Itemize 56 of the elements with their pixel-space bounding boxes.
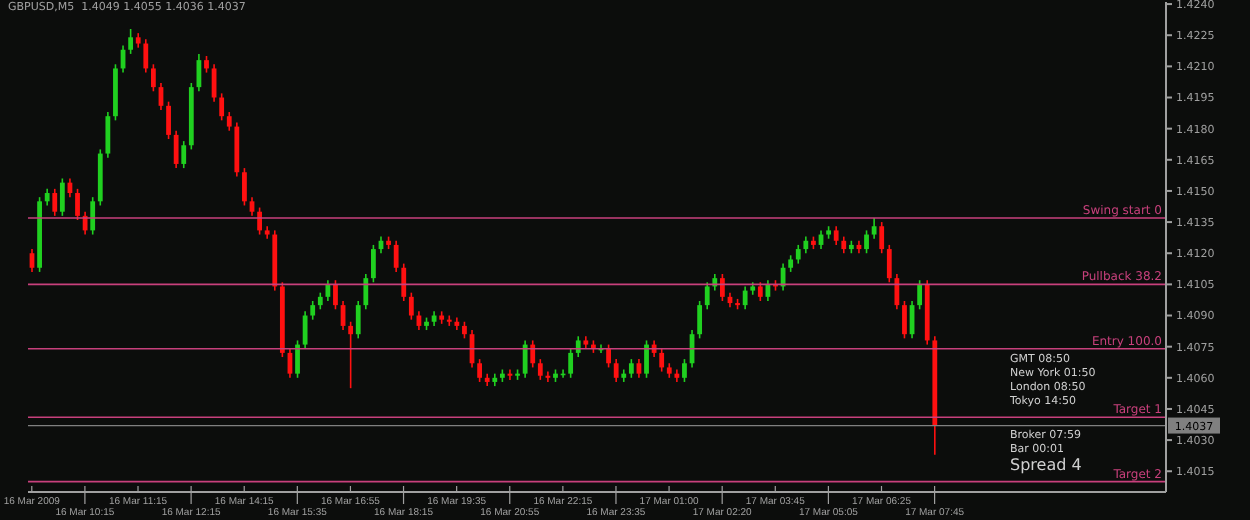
candlestick — [173, 129, 179, 169]
candlestick — [902, 300, 907, 340]
candlestick — [52, 188, 58, 217]
candlestick — [113, 63, 118, 122]
candlestick — [348, 320, 354, 389]
candlestick — [886, 244, 892, 284]
candlestick — [302, 310, 308, 350]
candlestick — [242, 167, 247, 207]
candlestick — [59, 177, 65, 217]
candlestick — [355, 300, 361, 340]
candlestick — [864, 229, 869, 255]
candlestick — [879, 221, 885, 255]
candlestick — [166, 100, 171, 140]
candlestick — [613, 358, 619, 383]
candlestick — [310, 300, 316, 321]
candlestick — [719, 273, 725, 302]
candlestick — [659, 347, 665, 373]
candlestick — [628, 358, 634, 379]
candlestick — [97, 148, 103, 207]
candlestick — [393, 239, 399, 273]
candlestick — [522, 339, 528, 379]
candlestick — [325, 279, 331, 302]
candlestick — [226, 111, 232, 132]
candlestick — [181, 140, 187, 169]
candlestick — [545, 370, 551, 383]
annotation: Spread 4 — [1010, 456, 1082, 474]
candlestick — [917, 279, 923, 311]
candlestick — [697, 300, 703, 340]
candlestick — [682, 358, 687, 383]
candlestick — [333, 279, 338, 311]
candlestick — [606, 343, 611, 369]
candlestick — [90, 196, 96, 236]
candlestick — [150, 63, 156, 93]
candlestick — [795, 244, 801, 265]
candlestick — [833, 225, 839, 246]
candlestick — [894, 273, 900, 311]
candlestick — [128, 28, 134, 55]
candlestick — [143, 38, 149, 74]
candlestick — [704, 281, 710, 311]
candlestick — [408, 291, 414, 321]
candlestick — [871, 217, 877, 240]
candlestick — [234, 121, 240, 178]
candlestick — [477, 358, 483, 383]
candlestick — [401, 262, 407, 302]
candlestick — [568, 347, 574, 379]
candlestick — [295, 339, 300, 379]
candlestick — [105, 111, 111, 159]
candlestick — [446, 314, 452, 327]
candlestick — [644, 339, 649, 379]
candlestick — [371, 244, 376, 284]
candlestick — [75, 188, 80, 221]
candlestick — [757, 281, 763, 302]
candlestick — [219, 92, 225, 122]
candlestick — [742, 285, 748, 311]
candlestick — [537, 358, 543, 381]
candlestick — [363, 273, 369, 311]
